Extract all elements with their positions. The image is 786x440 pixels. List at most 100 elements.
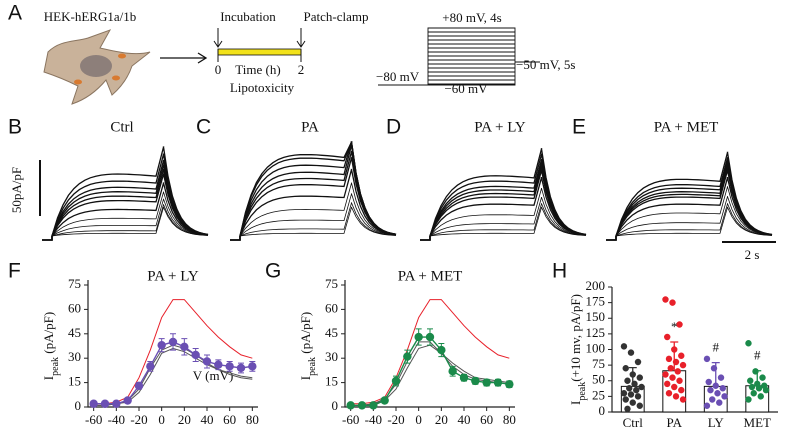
- data-point: [134, 381, 144, 391]
- data-point: [624, 405, 631, 413]
- x-tick-label: 80: [246, 412, 259, 427]
- data-point: [202, 357, 212, 366]
- current-trace: [42, 198, 209, 241]
- current-trace: [420, 176, 587, 241]
- time-end: 2: [298, 62, 305, 77]
- data-point: [665, 390, 673, 397]
- data-point: [667, 365, 674, 372]
- y-tick-label: 45: [325, 325, 338, 340]
- current-trace: [230, 206, 397, 241]
- series-line: [350, 344, 510, 406]
- data-point: [459, 373, 469, 382]
- error-bar: [711, 361, 720, 387]
- organelle: [112, 75, 120, 81]
- y-tick-label: 200: [586, 278, 606, 293]
- scale-x-label: 2 s: [745, 247, 760, 262]
- current-trace: [42, 191, 209, 241]
- data-point: [100, 399, 110, 408]
- x-tick-label: -60: [342, 412, 359, 427]
- y-tick-label: 75: [68, 276, 81, 291]
- current-trace: [606, 196, 773, 241]
- significance-mark: *: [671, 319, 678, 334]
- step-low-label: −60 mV: [444, 81, 488, 96]
- data-point: [678, 386, 685, 394]
- y-axis-label-part: peak: [50, 357, 61, 376]
- data-point: [624, 377, 631, 384]
- data-point: [157, 340, 166, 350]
- data-point: [716, 399, 723, 406]
- data-point: [679, 396, 687, 403]
- data-point: [493, 378, 503, 387]
- arrow-head: [213, 40, 223, 48]
- data-point: [676, 321, 683, 328]
- tail-label: −50 mV, 5s: [516, 57, 575, 72]
- x-tick-label: 40: [201, 412, 214, 427]
- current-trace: [230, 141, 397, 241]
- data-point: [721, 393, 728, 400]
- current-trace: [420, 169, 587, 241]
- data-point: [664, 333, 671, 341]
- chart-title: PA + LY: [147, 268, 199, 284]
- current-trace: [42, 206, 209, 241]
- series-line: [350, 336, 510, 407]
- y-tick-label: 125: [586, 325, 606, 340]
- x-tick-label: 40: [458, 412, 471, 427]
- current-trace: [42, 146, 209, 241]
- panel-label: A: [8, 2, 22, 25]
- y-tick-label: 15: [68, 374, 81, 389]
- y-tick-label: 25: [592, 387, 605, 402]
- data-point: [505, 380, 514, 389]
- data-point: [414, 332, 423, 342]
- current-trace: [230, 141, 397, 241]
- data-point: [671, 383, 678, 391]
- y-tick-label: 15: [325, 374, 338, 389]
- y-axis-label-part: peak: [577, 382, 588, 401]
- panel-title: PA + MET: [654, 119, 719, 135]
- x-tick-label: 0: [415, 412, 422, 427]
- data-point: [620, 390, 628, 397]
- data-point: [622, 396, 629, 403]
- patch-label: Patch-clamp: [304, 9, 369, 24]
- data-point: [669, 299, 676, 306]
- series-line: [93, 299, 253, 405]
- data-point: [168, 337, 178, 347]
- data-point: [703, 402, 711, 409]
- x-tick-label: -20: [130, 412, 147, 427]
- data-point: [622, 365, 629, 372]
- y-axis-label: Ipeak(+10 mv, pA/pF): [568, 294, 588, 405]
- panel-title: PA: [301, 119, 319, 135]
- data-point: [755, 385, 763, 392]
- charts: F PA + LY 0 15 30 45 60 75 -60 -40 -20 0 20 40 60 80 V (…: [8, 260, 778, 430]
- x-tick-label: Ctrl: [623, 415, 644, 430]
- voltage-protocol: [378, 27, 540, 86]
- data-point: [634, 358, 642, 366]
- data-point: [762, 386, 770, 394]
- y-tick-label: 175: [586, 294, 606, 309]
- data-point: [403, 352, 412, 361]
- data-point: [678, 352, 685, 359]
- data-point: [89, 399, 98, 408]
- data-point: [676, 377, 683, 384]
- panel-label: G: [265, 260, 281, 283]
- current-trace: [606, 176, 773, 241]
- data-point: [634, 393, 642, 400]
- data-point: [357, 401, 367, 410]
- data-point: [748, 383, 756, 391]
- data-point: [636, 402, 643, 409]
- y-axis-label: Ipeak (pA/pF): [298, 312, 318, 380]
- series-line: [350, 299, 510, 405]
- y-axis-label-part: I: [41, 376, 56, 380]
- data-point: [437, 345, 446, 355]
- data-point: [626, 385, 633, 392]
- current-trace: [420, 197, 587, 241]
- x-tick-label: 0: [158, 412, 165, 427]
- data-point: [664, 380, 671, 388]
- data-point: [669, 374, 676, 381]
- arrow-head: [296, 40, 306, 48]
- x-tick-label: 20: [435, 412, 448, 427]
- x-tick-label: 20: [178, 412, 191, 427]
- significance-mark: #: [754, 348, 761, 363]
- panel-label: F: [8, 260, 21, 283]
- data-point: [709, 396, 716, 403]
- data-point: [633, 386, 640, 394]
